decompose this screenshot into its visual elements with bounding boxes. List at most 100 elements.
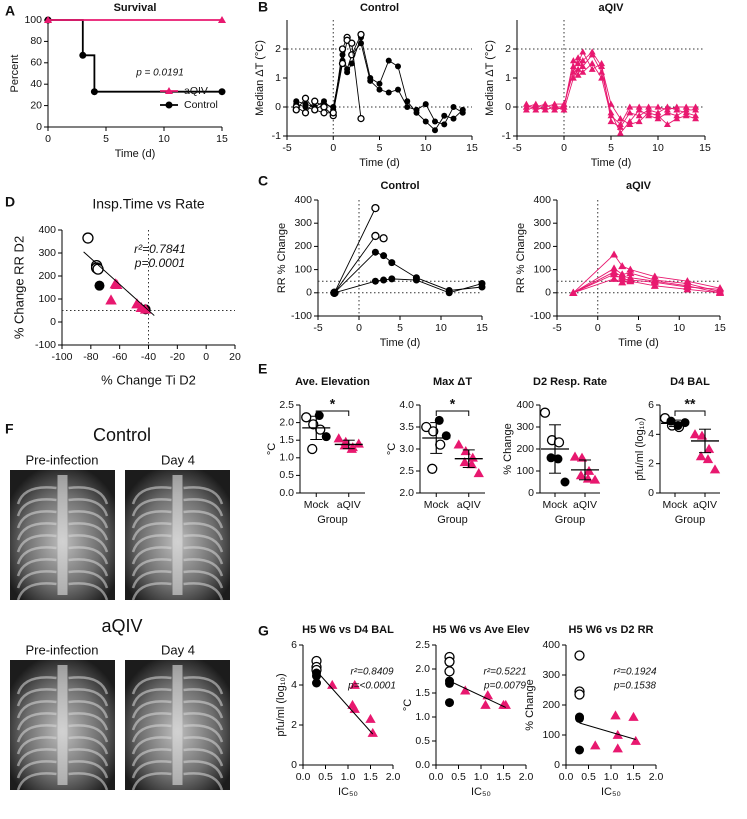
data-point (702, 454, 714, 464)
y-axis-label: RR % Change (515, 223, 527, 293)
y-tick-label: 2 (505, 43, 511, 55)
data-point (663, 106, 671, 113)
data-point (616, 129, 624, 136)
data-point (432, 127, 438, 134)
rib (16, 724, 57, 743)
data-point (450, 104, 457, 110)
data-point (218, 88, 226, 96)
y-axis-label: °C (402, 699, 414, 711)
data-point (333, 433, 344, 443)
data-point (367, 727, 378, 737)
rib (16, 498, 57, 517)
y-tick-label: 400 (294, 194, 312, 206)
data-point (610, 274, 619, 282)
panel-letter: B (258, 0, 268, 15)
data-point (445, 698, 454, 708)
y-tick-label: 3.5 (399, 421, 414, 433)
data-point (598, 74, 606, 81)
x-tick-label: 15 (714, 322, 726, 334)
x-tick-label: Mock (424, 499, 450, 511)
y-tick-label: 200 (516, 443, 534, 455)
data-point (539, 407, 551, 418)
y-tick-label: 2 (648, 457, 654, 469)
y-tick-label: 200 (542, 699, 560, 711)
rib (131, 510, 172, 529)
y-tick-label: 4 (291, 679, 297, 691)
data-point (320, 103, 328, 111)
data-point (349, 679, 360, 689)
spine (172, 665, 183, 785)
x-axis-label: Group (675, 514, 706, 526)
xray-label: Pre-infection (26, 642, 99, 657)
data-point (610, 250, 619, 258)
data-point (380, 276, 388, 284)
y-tick-label: 1.5 (415, 687, 430, 699)
data-point (579, 62, 587, 69)
x-axis-label: Time (d) (591, 157, 632, 169)
x-tick-label: -80 (83, 351, 98, 363)
rib (131, 772, 172, 791)
data-point (473, 468, 484, 478)
data-point (635, 112, 643, 119)
data-point (569, 74, 577, 81)
data-point (574, 54, 582, 61)
x-tick-label: aQIV (693, 499, 717, 511)
y-tick-label: -100 (291, 310, 312, 322)
data-point (357, 30, 365, 39)
data-point (312, 678, 321, 688)
x-tick-label: 0 (45, 133, 51, 145)
x-tick-label: 0 (595, 322, 601, 334)
data-point (626, 103, 634, 110)
rib (16, 534, 57, 553)
rib (183, 570, 224, 589)
x-tick-label: -60 (112, 351, 127, 363)
data-point (404, 104, 411, 110)
data-point (588, 60, 596, 67)
rib (131, 522, 172, 541)
rib (183, 712, 224, 731)
y-tick-label: 100 (38, 293, 56, 305)
x-tick-label: 0.0 (559, 771, 574, 783)
x-tick-label: aQIV (337, 499, 361, 511)
y-tick-label: 1 (275, 72, 281, 84)
y-tick-label: 6 (648, 399, 654, 411)
rib (68, 724, 109, 743)
y-tick-label: 0 (275, 101, 281, 113)
fit-line (316, 670, 374, 735)
y-tick-label: 1 (505, 72, 511, 84)
y-tick-label: 4 (648, 428, 654, 440)
x-tick-label: Mock (542, 499, 568, 511)
rib (68, 570, 109, 589)
rib (183, 772, 224, 791)
annotation: p=0.0001 (134, 256, 185, 270)
data-point (560, 106, 568, 113)
y-tick-label: 400 (542, 639, 560, 651)
rib (183, 724, 224, 743)
xray-label: Day 4 (161, 452, 195, 467)
data-point (348, 39, 356, 47)
data-point (365, 713, 376, 723)
data-point (371, 248, 379, 256)
data-point (654, 112, 662, 119)
data-point (217, 15, 227, 24)
rib (68, 534, 109, 553)
data-point (607, 118, 615, 125)
data-point (315, 424, 326, 435)
y-tick-label: 0 (545, 287, 551, 299)
data-point (626, 277, 635, 285)
rib (131, 700, 172, 719)
rib (16, 736, 57, 755)
data-point (302, 101, 309, 108)
rib (68, 546, 109, 565)
rib (183, 700, 224, 719)
x-tick-label: 0.5 (581, 771, 596, 783)
x-axis-label: Time (d) (359, 157, 400, 169)
data-point (682, 112, 690, 119)
y-tick-label: 2.5 (279, 399, 294, 411)
data-point (482, 690, 493, 700)
x-tick-label: 0 (356, 322, 362, 334)
chart-title: Survival (114, 2, 157, 14)
data-point (551, 103, 559, 110)
rib (16, 688, 57, 707)
